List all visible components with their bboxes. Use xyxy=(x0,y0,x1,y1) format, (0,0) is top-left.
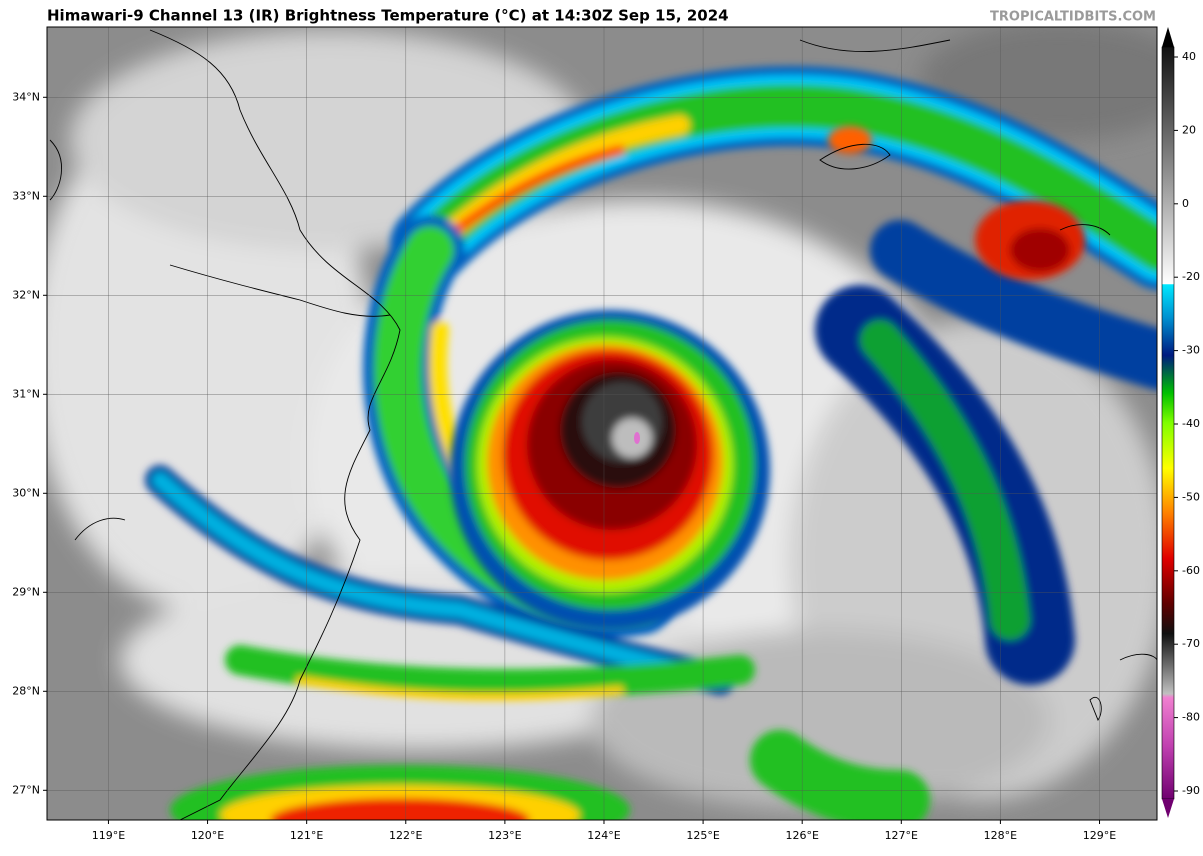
colorbar-tick-label: -30 xyxy=(1182,344,1200,357)
y-tick-label: 27°N xyxy=(12,783,40,796)
x-tick-label: 125°E xyxy=(686,829,719,842)
map-title: Himawari-9 Channel 13 (IR) Brightness Te… xyxy=(47,7,729,25)
x-tick-label: 122°E xyxy=(389,829,422,842)
map-frame xyxy=(46,26,1158,821)
y-tick-label: 32°N xyxy=(12,288,40,301)
x-tick-label: 124°E xyxy=(587,829,620,842)
eye-overshoot xyxy=(634,432,640,444)
colorbar-gradient xyxy=(1161,46,1175,800)
colorbar-tick-label: -90 xyxy=(1182,784,1200,797)
y-tick-label: 34°N xyxy=(12,90,40,103)
x-tick-label: 123°E xyxy=(488,829,521,842)
y-tick-label: 33°N xyxy=(12,189,40,202)
colorbar-tick-label: 20 xyxy=(1182,123,1196,136)
graticule xyxy=(47,27,1157,820)
colorbar-tick-label: 0 xyxy=(1182,197,1189,210)
watermark: TROPICALTIDBITS.COM xyxy=(990,10,1156,25)
colorbar-tick-label: -40 xyxy=(1182,417,1200,430)
colorbar-tick-label: -80 xyxy=(1182,711,1200,724)
y-tick-label: 31°N xyxy=(12,387,40,400)
x-tick-label: 127°E xyxy=(885,829,918,842)
coastlines xyxy=(49,29,1157,820)
y-tick-label: 28°N xyxy=(12,684,40,697)
y-tick-label: 29°N xyxy=(12,585,40,598)
satellite-imagery xyxy=(47,27,1157,820)
colorbar-extend-top xyxy=(1162,27,1174,47)
y-tick-label: 30°N xyxy=(12,486,40,499)
x-tick-label: 120°E xyxy=(191,829,224,842)
colorbar-extend-bottom xyxy=(1162,799,1174,818)
colorbar-tick-label: -60 xyxy=(1182,564,1200,577)
colorbar-tick-label: -70 xyxy=(1182,637,1200,650)
x-tick-label: 121°E xyxy=(290,829,323,842)
x-tick-label: 126°E xyxy=(785,829,818,842)
x-tick-label: 119°E xyxy=(92,829,125,842)
colorbar-tick-label: 40 xyxy=(1182,50,1196,63)
colorbar-tick-label: -50 xyxy=(1182,490,1200,503)
colorbar xyxy=(1161,27,1175,818)
x-tick-label: 128°E xyxy=(984,829,1017,842)
colorbar-tick-label: -20 xyxy=(1182,270,1200,283)
x-tick-label: 129°E xyxy=(1083,829,1116,842)
